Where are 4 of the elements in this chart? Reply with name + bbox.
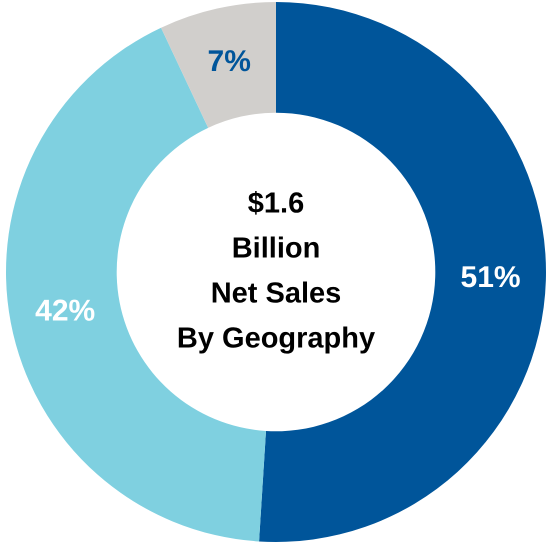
data-label: 42% [35, 294, 96, 328]
data-label: 7% [207, 44, 251, 78]
data-label: 51% [460, 261, 521, 294]
text: $1.6 Billion Net Sales By Geography [176, 188, 376, 354]
